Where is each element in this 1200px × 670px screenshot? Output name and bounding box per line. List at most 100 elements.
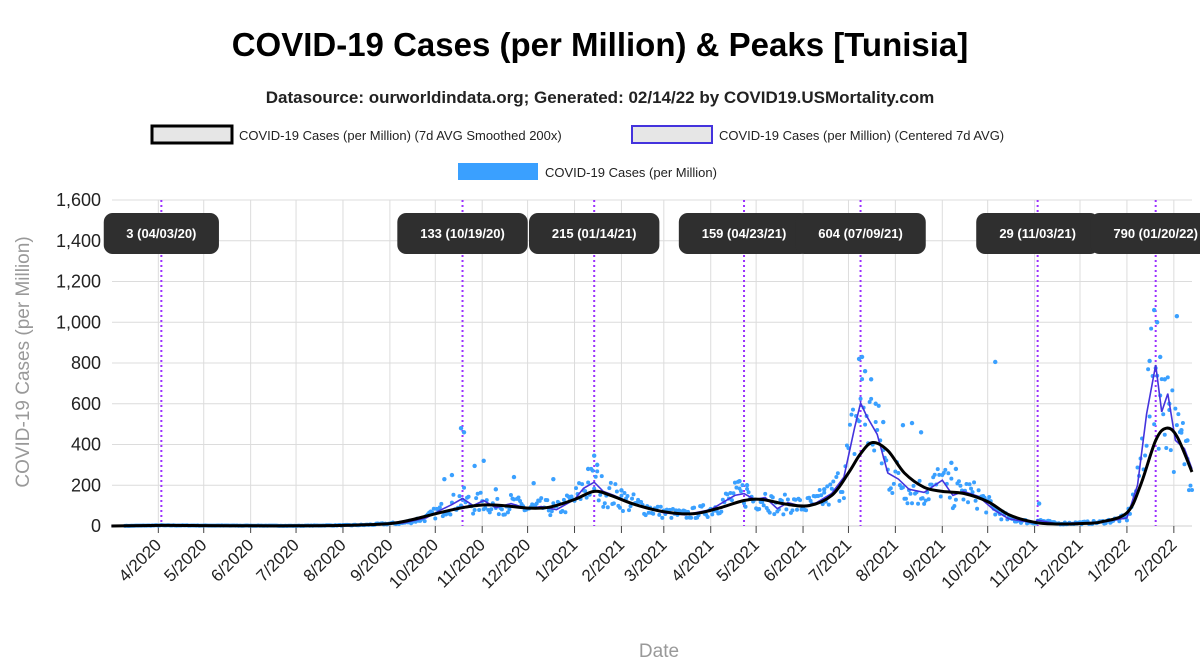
x-tick-label: 7/2020 [253, 535, 303, 585]
daily-point [539, 496, 544, 501]
daily-point [725, 492, 730, 497]
daily-point [781, 512, 786, 517]
daily-point [508, 493, 513, 498]
daily-point [669, 515, 674, 520]
daily-point [516, 495, 521, 500]
daily-point [917, 478, 922, 483]
daily-point [448, 512, 453, 517]
y-tick-label: 1,400 [56, 231, 101, 251]
x-tick-label: 4/2020 [115, 535, 165, 585]
daily-point [639, 499, 644, 504]
daily-point [627, 508, 632, 513]
daily-point [531, 481, 536, 486]
chart-title: COVID-19 Cases (per Million) & Peaks [Tu… [232, 26, 969, 63]
daily-point [660, 515, 665, 520]
peak-label: 159 (04/23/21) [678, 213, 810, 254]
daily-point [1185, 438, 1190, 443]
daily-point [605, 505, 610, 510]
peak-label: 29 (11/03/21) [976, 213, 1100, 254]
y-tick-label: 0 [91, 516, 101, 536]
peak-label: 790 (01/20/22) [1090, 213, 1200, 254]
daily-point [593, 474, 598, 479]
daily-point [911, 483, 916, 488]
daily-point [1171, 470, 1176, 475]
daily-point [932, 472, 937, 477]
daily-point [511, 474, 517, 480]
daily-point [1147, 414, 1152, 419]
daily-point [896, 471, 901, 476]
daily-point [879, 461, 884, 466]
daily-point [670, 506, 675, 511]
daily-point [828, 482, 833, 487]
daily-point [918, 430, 924, 435]
x-tick-label: 12/2021 [1030, 535, 1087, 592]
daily-point [969, 486, 974, 491]
daily-point [916, 501, 921, 506]
daily-point [462, 485, 467, 490]
x-tick-label: 1/2022 [1084, 535, 1134, 585]
y-tick-label: 800 [71, 353, 101, 373]
daily-point [474, 496, 479, 501]
daily-point [1174, 423, 1179, 428]
daily-point [807, 495, 812, 500]
daily-point [1162, 377, 1167, 382]
daily-point [1179, 428, 1184, 433]
x-tick-label: 8/2021 [852, 535, 902, 585]
x-tick-label: 3/2021 [620, 535, 670, 585]
daily-point [858, 396, 863, 401]
daily-point [611, 501, 616, 506]
daily-point [628, 504, 633, 509]
daily-point [599, 474, 604, 479]
x-tick-label: 10/2021 [938, 535, 995, 592]
peak-label-text: 3 (04/03/20) [126, 226, 196, 241]
daily-point [1147, 358, 1152, 364]
x-tick-label: 6/2021 [760, 535, 810, 585]
daily-point [863, 422, 868, 427]
daily-point [586, 480, 591, 485]
x-tick-label: 5/2020 [160, 535, 210, 585]
daily-point [850, 407, 855, 412]
daily-point [682, 509, 687, 514]
daily-point [495, 496, 500, 501]
daily-point [1144, 443, 1149, 448]
peak-label-box [976, 213, 1100, 254]
daily-point [1165, 375, 1170, 380]
daily-point [631, 492, 636, 497]
daily-point [1146, 367, 1151, 372]
daily-point [719, 509, 724, 514]
daily-point [881, 419, 886, 425]
daily-point [953, 497, 958, 502]
daily-point [744, 483, 750, 488]
daily-point [505, 510, 510, 515]
daily-point [952, 503, 957, 508]
legend-swatch-centered [631, 125, 713, 144]
daily-point [1176, 412, 1181, 417]
daily-point [511, 497, 516, 502]
daily-point [614, 489, 619, 494]
daily-point [910, 501, 915, 506]
daily-point [549, 509, 554, 514]
daily-point [595, 462, 600, 468]
peak-label-text: 159 (04/23/21) [702, 226, 787, 241]
daily-point [483, 505, 488, 510]
daily-point [784, 507, 789, 512]
daily-point [761, 503, 766, 508]
daily-point [837, 498, 842, 503]
daily-point [862, 368, 868, 374]
x-tick-label: 10/2020 [385, 535, 442, 592]
daily-point [840, 489, 845, 494]
daily-point [757, 507, 762, 512]
daily-point [548, 513, 553, 518]
daily-point [655, 504, 660, 509]
x-axis-title: Date [639, 641, 679, 662]
daily-point [458, 426, 464, 431]
peak-label: 3 (04/03/20) [103, 213, 219, 254]
daily-point [890, 490, 895, 495]
daily-point [590, 468, 595, 473]
daily-point [598, 492, 603, 497]
daily-point [900, 485, 905, 490]
daily-point [602, 501, 607, 506]
daily-point [613, 482, 618, 487]
daily-point [684, 515, 689, 520]
